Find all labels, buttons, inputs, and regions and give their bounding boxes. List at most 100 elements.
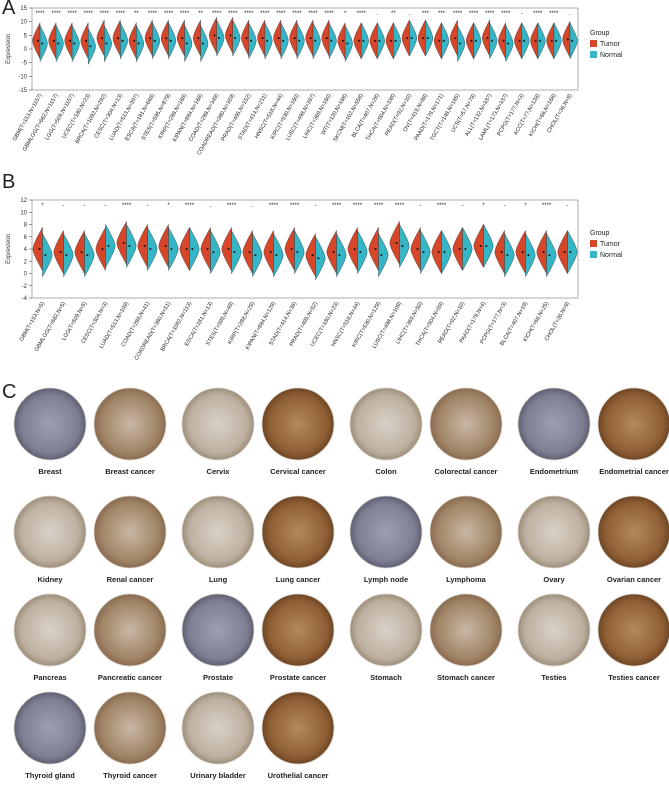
violin-half [473, 223, 484, 269]
violin-half [84, 232, 95, 278]
median-dot [353, 248, 356, 250]
violin-half [232, 19, 241, 57]
violin-half [32, 226, 43, 272]
tissue-label: Stomach [370, 673, 402, 682]
tissue-image [429, 495, 503, 569]
y-tick-label: 12 [20, 198, 27, 204]
tissue-image [597, 495, 669, 569]
median-dot [330, 39, 333, 42]
violin-half [305, 232, 316, 278]
median-dot [229, 34, 232, 37]
median-dot [458, 42, 461, 45]
significance: **** [469, 11, 479, 17]
violin-half [521, 22, 530, 59]
median-dot [250, 39, 253, 42]
median-dot [359, 251, 362, 254]
tissue-image [261, 495, 335, 569]
violin-half [296, 22, 305, 59]
median-dot [548, 254, 551, 257]
tissue-label: Cervix [207, 467, 231, 476]
median-dot [185, 42, 188, 45]
median-dot [506, 42, 509, 45]
significance: **** [308, 11, 318, 17]
significance: **** [501, 11, 511, 17]
violin-half [116, 220, 127, 266]
violin-half [452, 226, 463, 272]
median-dot [101, 37, 104, 40]
significance: **** [269, 203, 279, 209]
violin-half [433, 22, 442, 59]
median-dot [298, 39, 301, 42]
violin-half [315, 235, 326, 281]
median-dot [442, 39, 445, 42]
violin-half [483, 223, 494, 269]
tissue-label: Endometrium [530, 467, 579, 476]
significance: - [84, 203, 86, 209]
median-dot [80, 251, 83, 254]
tissue-image [349, 593, 423, 667]
median-dot [101, 248, 104, 250]
legend-swatch [590, 251, 597, 258]
median-dot [206, 248, 209, 250]
violin-half [337, 22, 346, 59]
tissue-image [13, 593, 87, 667]
median-dot [357, 39, 360, 42]
tissue-label: Lymphoma [446, 575, 487, 584]
significance: **** [148, 11, 158, 17]
median-dot [454, 37, 457, 40]
significance: **** [164, 11, 174, 17]
significance: . [409, 11, 411, 17]
violin-half [489, 22, 498, 59]
tissue-image [181, 691, 255, 765]
significance: **** [180, 11, 190, 17]
significance: **** [332, 203, 342, 209]
median-dot [213, 34, 216, 37]
tissue-image [517, 593, 591, 667]
x-tick-label: COAD(T=288,N=349) [188, 93, 220, 143]
x-tick-label: GBM(T=153,N=1157) [12, 93, 44, 142]
x-tick-label: COADREAD(T=380,N=51) [134, 301, 173, 362]
median-dot [296, 251, 299, 254]
y-axis-title: Expression [6, 234, 12, 264]
median-dot [201, 42, 204, 45]
median-dot [314, 39, 317, 42]
y-tick-label: 0 [24, 272, 28, 278]
median-dot [38, 248, 41, 250]
significance: **** [51, 11, 61, 17]
tissue-image [93, 691, 167, 765]
violin-half [378, 232, 389, 278]
legend-label: Normal [600, 52, 623, 59]
violin-half [63, 232, 74, 278]
median-dot [107, 244, 110, 247]
violin-half [441, 229, 452, 275]
median-dot [290, 248, 293, 250]
y-tick-label: -2 [22, 284, 28, 290]
violin-half [546, 22, 555, 59]
tissue-label: Urinary bladder [190, 771, 246, 780]
legend-swatch [590, 240, 597, 247]
violin-half [257, 19, 266, 57]
y-tick-label: 15 [20, 6, 27, 12]
median-dot [401, 244, 404, 247]
violin-half [482, 19, 490, 57]
median-dot [426, 37, 429, 40]
median-dot [293, 37, 296, 40]
violin-half [312, 22, 321, 59]
violin-half [326, 229, 337, 275]
violin-half [369, 22, 378, 59]
median-dot [185, 248, 188, 250]
violin-half [184, 25, 193, 62]
median-dot [523, 39, 526, 42]
significance: * [524, 203, 527, 209]
x-tick-label: PRAD(T=495,N=152) [221, 93, 253, 142]
tissue-image [13, 495, 87, 569]
median-dot [458, 248, 461, 250]
median-dot [410, 37, 413, 40]
violin-half [168, 22, 177, 59]
significance: ** [198, 11, 203, 17]
median-dot [86, 254, 89, 257]
median-dot [149, 248, 152, 250]
significance: - [63, 203, 65, 209]
violin-half [368, 226, 379, 272]
x-tick-label: ESCA(T=181,N=668) [124, 93, 156, 142]
